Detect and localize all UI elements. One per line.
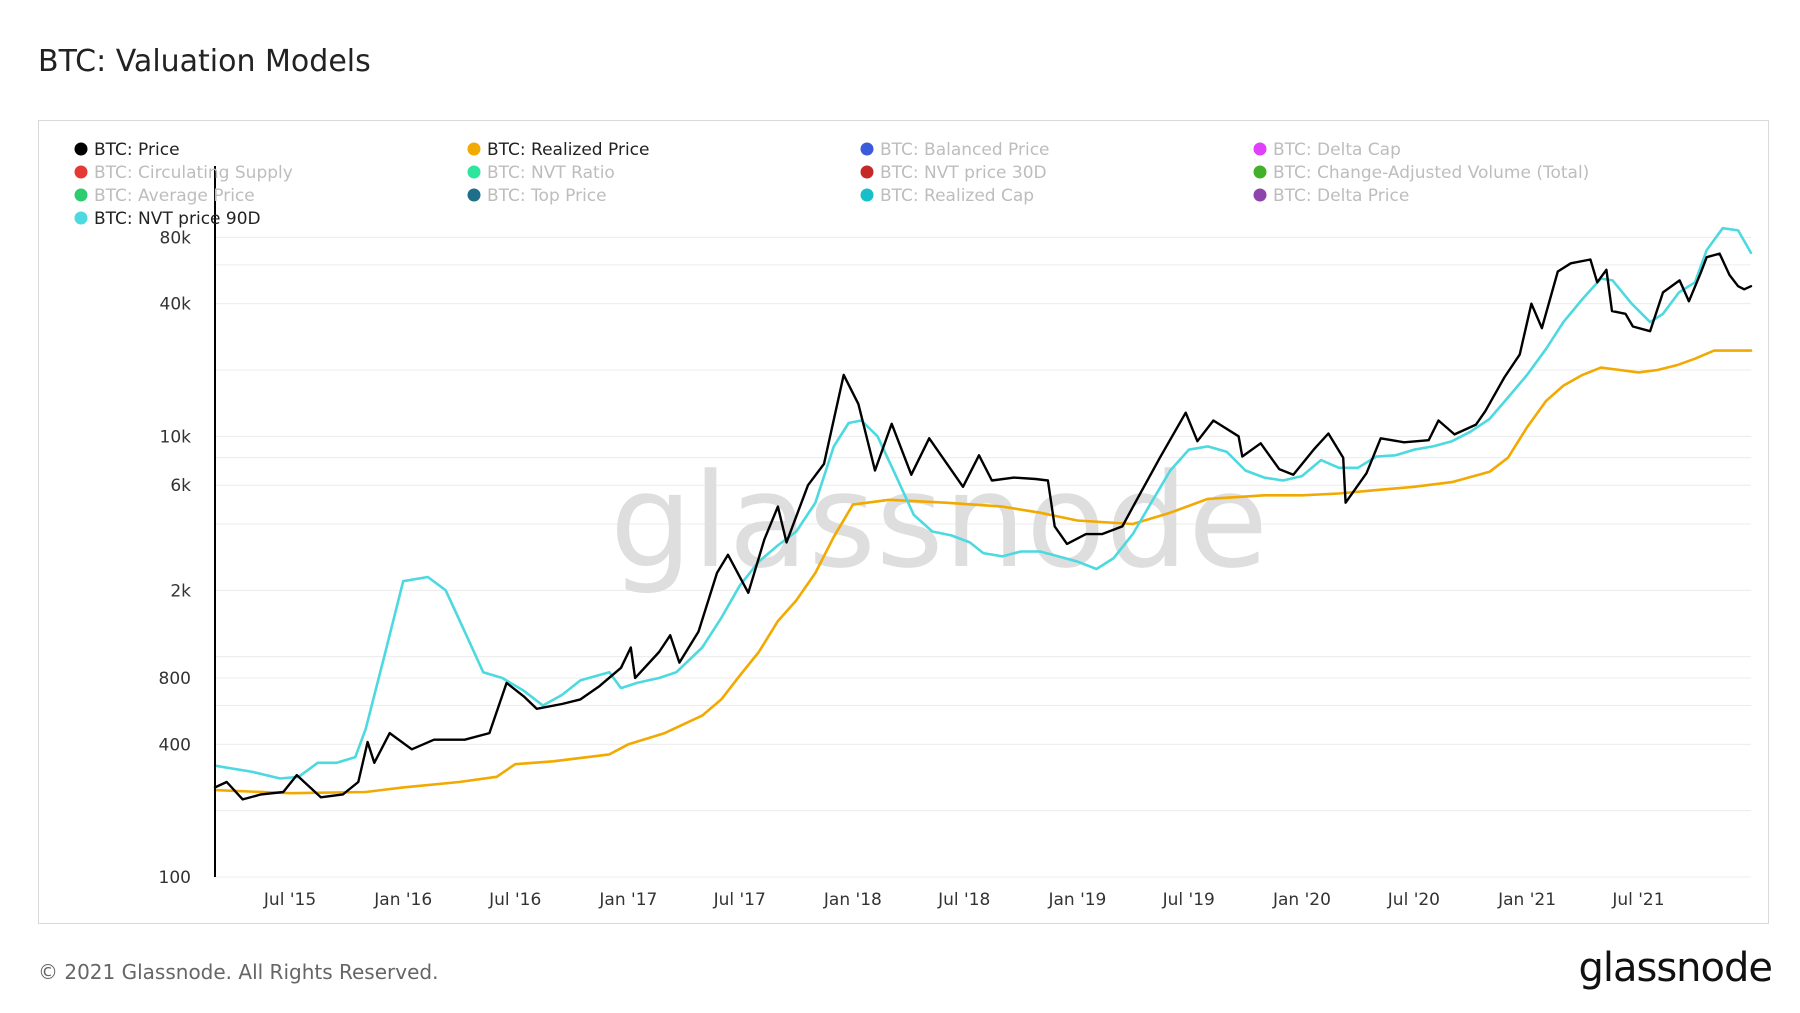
legend-marker — [860, 165, 874, 179]
legend-item[interactable]: BTC: Delta Price — [1253, 186, 1410, 206]
legend-label: BTC: Delta Cap — [1273, 140, 1401, 160]
legend-label: BTC: NVT price 30D — [880, 163, 1047, 183]
x-tick-label: Jan '20 — [1272, 890, 1331, 910]
chart-frame: glassnode 100 400 800 2k 6k 10k 40k 80k Jul '15… — [38, 120, 1769, 924]
legend-label: BTC: Realized Cap — [880, 186, 1034, 206]
x-tick-label: Jan '19 — [1047, 890, 1106, 910]
legend-item[interactable]: BTC: NVT price 90D — [74, 209, 261, 229]
legend-marker — [860, 188, 874, 202]
legend-label: BTC: Price — [94, 140, 180, 160]
legend-label: BTC: Realized Price — [487, 140, 649, 160]
legend-marker — [467, 188, 481, 202]
legend-marker — [74, 211, 88, 225]
legend-label: BTC: Balanced Price — [880, 140, 1050, 160]
legend-label: BTC: NVT Ratio — [487, 163, 615, 183]
x-tick-label: Jul '18 — [937, 890, 990, 910]
y-tick-label: 800 — [159, 669, 191, 689]
watermark: glassnode — [610, 445, 1268, 597]
legend-item[interactable]: BTC: Balanced Price — [860, 140, 1050, 160]
copyright-text: © 2021 Glassnode. All Rights Reserved. — [38, 960, 439, 984]
legend-item[interactable]: BTC: Top Price — [467, 186, 607, 206]
legend-item[interactable]: BTC: NVT price 30D — [860, 163, 1047, 183]
series-layer — [213, 226, 1753, 801]
x-tick-label: Jul '19 — [1162, 890, 1215, 910]
legend-marker — [74, 188, 88, 202]
legend-item[interactable]: BTC: Circulating Supply — [74, 163, 293, 183]
grid-layer — [215, 236, 1751, 878]
legend-label: BTC: NVT price 90D — [94, 209, 261, 229]
valuation-chart: glassnode 100 400 800 2k 6k 10k 40k 80k Jul '15… — [74, 140, 1753, 910]
x-tick-labels: Jul '15 Jan '16 Jul '16 Jan '17 Jul '17 Jan '… — [263, 890, 1665, 910]
legend-label: BTC: Average Price — [94, 186, 255, 206]
y-tick-label: 100 — [159, 868, 191, 888]
x-tick-label: Jan '21 — [1497, 890, 1556, 910]
legend-item[interactable]: BTC: Price — [74, 140, 180, 160]
y-tick-label: 40k — [160, 295, 192, 315]
legend-marker — [1253, 142, 1267, 156]
y-tick-label: 2k — [170, 581, 191, 601]
legend-item[interactable]: BTC: Change-Adjusted Volume (Total) — [1253, 163, 1590, 183]
legend-marker — [467, 165, 481, 179]
y-tick-label: 80k — [160, 228, 192, 248]
legend: BTC: Price BTC: Realized Price BTC: Balanc… — [74, 140, 1590, 229]
legend-item[interactable]: BTC: Realized Price — [467, 140, 650, 160]
legend-item[interactable]: BTC: Realized Cap — [860, 186, 1035, 206]
legend-label: BTC: Change-Adjusted Volume (Total) — [1273, 163, 1589, 183]
legend-marker — [467, 142, 481, 156]
legend-marker — [1253, 188, 1267, 202]
legend-item[interactable]: BTC: Delta Cap — [1253, 140, 1401, 160]
x-tick-label: Jan '18 — [823, 890, 882, 910]
y-tick-label: 6k — [170, 476, 191, 496]
x-tick-label: Jul '20 — [1387, 890, 1440, 910]
x-tick-label: Jul '21 — [1611, 890, 1664, 910]
y-tick-labels: 100 400 800 2k 6k 10k 40k 80k — [159, 228, 192, 888]
page-title: BTC: Valuation Models — [38, 44, 371, 79]
y-tick-label: 400 — [159, 735, 191, 755]
legend-marker — [74, 165, 88, 179]
y-tick-label: 10k — [160, 427, 192, 447]
legend-label: BTC: Top Price — [487, 186, 607, 206]
x-tick-label: Jul '15 — [263, 890, 316, 910]
legend-marker — [74, 142, 88, 156]
legend-marker — [1253, 165, 1267, 179]
legend-item[interactable]: BTC: Average Price — [74, 186, 255, 206]
series-line-btc-realized-price — [213, 349, 1753, 795]
x-tick-label: Jul '16 — [488, 890, 541, 910]
legend-label: BTC: Circulating Supply — [94, 163, 293, 183]
legend-item[interactable]: BTC: NVT Ratio — [467, 163, 615, 183]
series-line-btc-price — [213, 252, 1753, 801]
legend-marker — [860, 142, 874, 156]
x-tick-label: Jul '17 — [713, 890, 766, 910]
series-line-btc-nvt-price-90d — [213, 226, 1753, 780]
legend-label: BTC: Delta Price — [1273, 186, 1409, 206]
glassnode-logo[interactable]: glassnode — [1578, 945, 1773, 991]
x-tick-label: Jan '16 — [373, 890, 432, 910]
x-tick-label: Jan '17 — [598, 890, 657, 910]
